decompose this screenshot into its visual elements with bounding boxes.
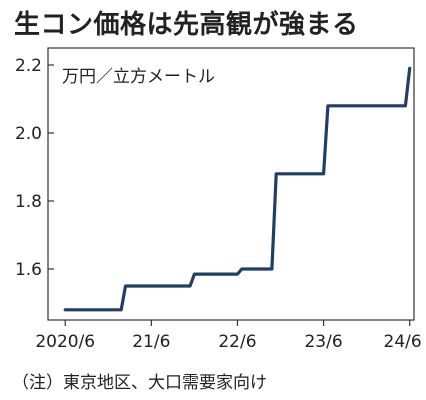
source-note: （注）東京地区、大口需要家向け: [12, 373, 267, 393]
unit-label: 万円／立方メートル: [62, 67, 215, 87]
x-tick-label: 2020/6: [35, 332, 95, 352]
x-tick-label: 23/6: [304, 332, 342, 352]
x-tick-label: 22/6: [218, 332, 256, 352]
y-tick-label: 2.0: [15, 124, 42, 144]
x-tick-label: 24/6: [384, 332, 422, 352]
plot-frame: [47, 47, 415, 321]
y-tick-label: 1.8: [15, 192, 42, 212]
price-series-line: [63, 66, 412, 312]
x-axis: 2020/6 21/6 22/6 23/6 24/6: [35, 320, 422, 352]
y-axis: 1.6 1.8 2.0 2.2: [15, 56, 54, 280]
x-tick-label: 21/6: [132, 332, 170, 352]
y-tick-label: 1.6: [15, 260, 42, 280]
y-tick-label: 2.2: [15, 56, 42, 76]
series-layer: [63, 66, 412, 312]
chart-title: 生コン価格は先高観が強まる: [14, 10, 359, 40]
